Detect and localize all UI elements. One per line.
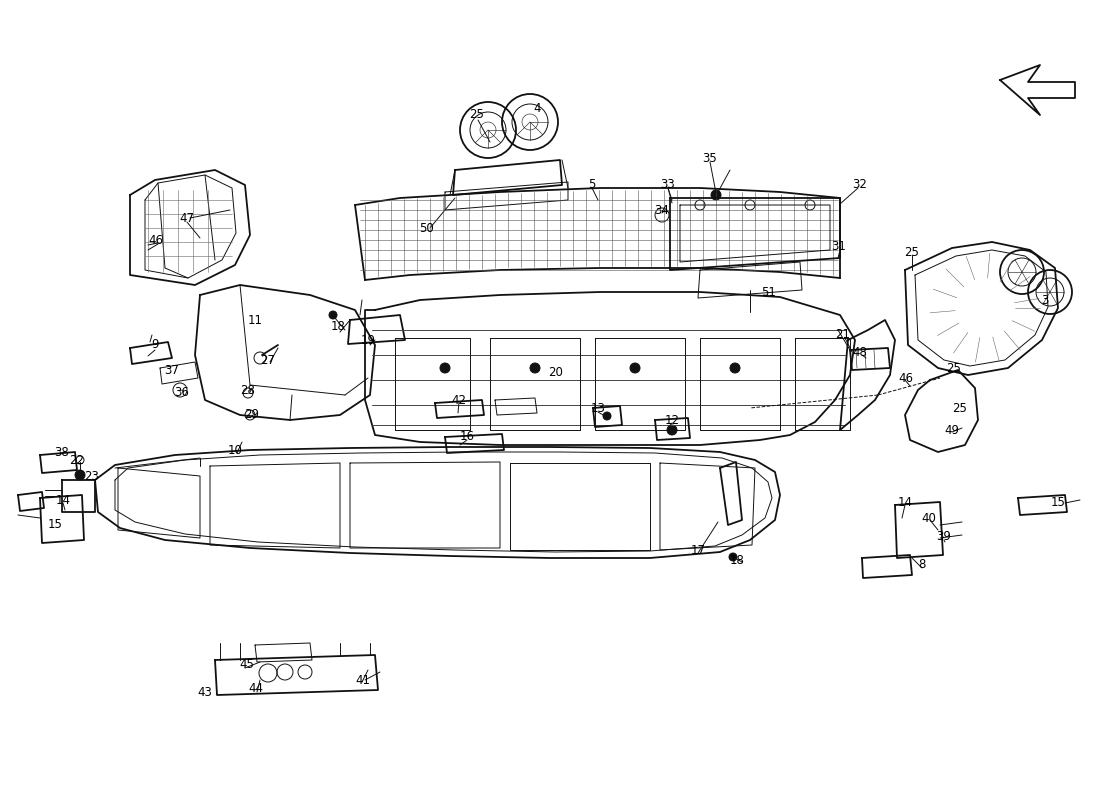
- Circle shape: [630, 363, 640, 373]
- Text: 31: 31: [832, 241, 846, 254]
- Text: 16: 16: [460, 430, 474, 443]
- Circle shape: [440, 363, 450, 373]
- Text: 15: 15: [47, 518, 63, 531]
- Text: 27: 27: [261, 354, 275, 366]
- Circle shape: [667, 425, 676, 435]
- Text: 43: 43: [198, 686, 212, 699]
- Text: 42: 42: [451, 394, 466, 406]
- Circle shape: [329, 311, 337, 319]
- Text: 12: 12: [664, 414, 680, 426]
- Text: 39: 39: [936, 530, 952, 543]
- Text: 41: 41: [355, 674, 371, 686]
- Circle shape: [729, 553, 737, 561]
- Circle shape: [730, 363, 740, 373]
- Circle shape: [603, 412, 611, 420]
- Text: 34: 34: [654, 203, 670, 217]
- Text: 25: 25: [953, 402, 967, 414]
- Text: 5: 5: [588, 178, 596, 191]
- Text: 38: 38: [55, 446, 69, 458]
- Text: 29: 29: [244, 409, 260, 422]
- Text: 14: 14: [55, 494, 70, 506]
- Text: 46: 46: [148, 234, 164, 246]
- Text: 25: 25: [904, 246, 920, 259]
- Text: 36: 36: [175, 386, 189, 398]
- Text: 25: 25: [470, 109, 484, 122]
- Text: 37: 37: [165, 363, 179, 377]
- Text: 3: 3: [1042, 294, 1048, 306]
- Text: 33: 33: [661, 178, 675, 191]
- Text: 40: 40: [922, 511, 936, 525]
- Text: 45: 45: [240, 658, 254, 671]
- Text: 32: 32: [852, 178, 868, 191]
- Text: 49: 49: [945, 423, 959, 437]
- Circle shape: [530, 363, 540, 373]
- Text: 28: 28: [241, 383, 255, 397]
- Circle shape: [75, 470, 85, 480]
- Text: 10: 10: [228, 443, 242, 457]
- Text: 48: 48: [852, 346, 868, 358]
- Text: 44: 44: [249, 682, 264, 694]
- Text: 23: 23: [85, 470, 99, 483]
- Circle shape: [711, 190, 720, 200]
- Text: 4: 4: [534, 102, 541, 114]
- Text: 14: 14: [898, 497, 913, 510]
- Text: 46: 46: [899, 371, 913, 385]
- Text: 50: 50: [419, 222, 433, 234]
- Text: 22: 22: [69, 454, 85, 466]
- Text: 13: 13: [591, 402, 605, 414]
- Text: 11: 11: [248, 314, 263, 326]
- Text: 18: 18: [729, 554, 745, 566]
- Text: 47: 47: [179, 211, 195, 225]
- Text: 15: 15: [1050, 497, 1066, 510]
- Text: 25: 25: [947, 362, 961, 374]
- Text: 18: 18: [331, 321, 345, 334]
- Text: 19: 19: [361, 334, 375, 346]
- Text: 17: 17: [691, 543, 705, 557]
- Text: 9: 9: [152, 338, 158, 351]
- Text: 20: 20: [549, 366, 563, 379]
- Text: 51: 51: [761, 286, 777, 299]
- Text: 35: 35: [703, 151, 717, 165]
- Text: 8: 8: [918, 558, 926, 571]
- Text: 21: 21: [836, 329, 850, 342]
